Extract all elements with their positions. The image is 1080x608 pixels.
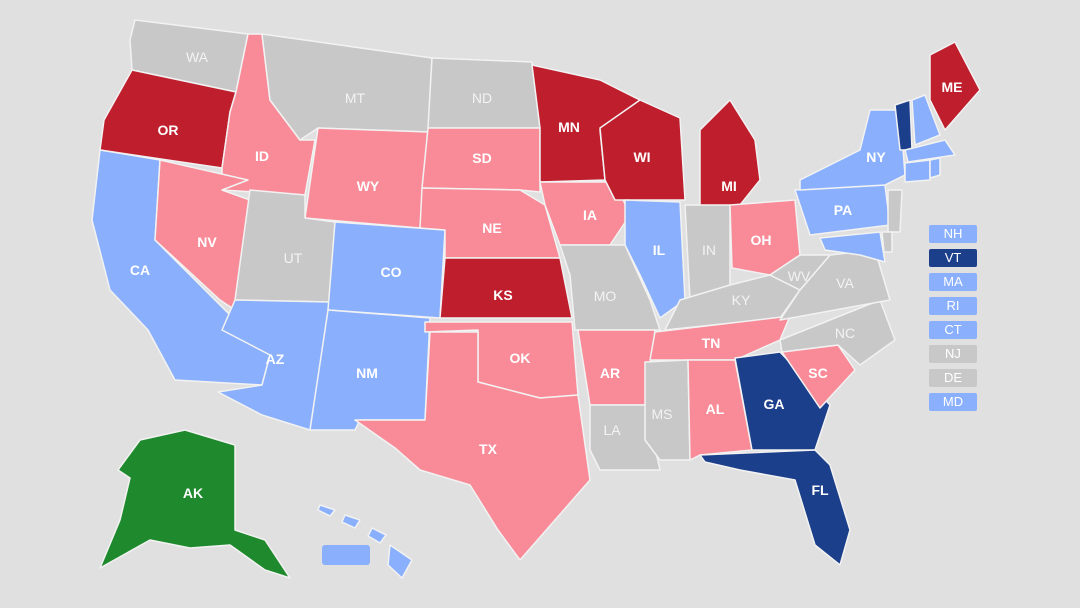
state-label-PA: PA	[834, 202, 852, 218]
state-MT[interactable]	[261, 33, 433, 141]
state-label-OK: OK	[510, 350, 531, 366]
state-label-VA: VA	[836, 275, 854, 291]
state-WV[interactable]	[769, 254, 831, 291]
state-RI[interactable]	[929, 157, 941, 179]
state-MA[interactable]	[904, 139, 956, 163]
state-label-UT: UT	[284, 250, 303, 266]
state-label-LA: LA	[603, 422, 621, 438]
state-labels: WA OR CA ID NV MT WY UT AZ CO NM ND SD NE KS OK TX MN IA MO…	[130, 49, 963, 563]
legend-item-MD: MD	[929, 393, 977, 411]
state-label-ND: ND	[472, 90, 492, 106]
state-label-OH: OH	[751, 232, 772, 248]
state-LA[interactable]	[589, 404, 661, 471]
state-label-NY: NY	[866, 149, 886, 165]
state-label-MS: MS	[652, 406, 673, 422]
state-NY[interactable]	[799, 109, 906, 191]
state-label-MO: MO	[594, 288, 617, 304]
state-MS[interactable]	[644, 359, 691, 461]
legend-item-DE: DE	[929, 369, 977, 387]
legend-item-CT: CT	[929, 321, 977, 339]
state-AK[interactable]	[99, 429, 291, 579]
state-NH[interactable]	[911, 94, 941, 146]
state-DE[interactable]	[881, 231, 893, 253]
state-WI[interactable]	[599, 99, 686, 201]
state-label-CA: CA	[130, 262, 150, 278]
state-label-AL: AL	[706, 401, 725, 417]
state-label-ID: ID	[255, 148, 269, 164]
state-SD[interactable]	[421, 127, 541, 193]
state-label-ME: ME	[942, 79, 963, 95]
state-label-WY: WY	[357, 178, 380, 194]
state-label-WI: WI	[633, 149, 650, 165]
state-CT[interactable]	[904, 159, 931, 183]
state-label-IA: IA	[583, 207, 597, 223]
state-MD[interactable]	[819, 231, 886, 263]
state-label-MT: MT	[345, 90, 366, 106]
state-TN[interactable]	[649, 315, 791, 361]
state-label-KS: KS	[493, 287, 512, 303]
state-label-NC: NC	[835, 325, 855, 341]
legend-item-NJ: NJ	[929, 345, 977, 363]
legend-item-NH: NH	[929, 225, 977, 243]
state-label-AR: AR	[600, 365, 620, 381]
state-label-WA: WA	[186, 49, 209, 65]
state-KS[interactable]	[439, 257, 573, 319]
state-label-NE: NE	[482, 220, 501, 236]
state-ME[interactable]	[929, 41, 981, 131]
state-AL[interactable]	[687, 359, 753, 461]
hi-label-box	[322, 545, 370, 565]
state-label-FL: FL	[811, 482, 829, 498]
state-label-IN: IN	[702, 242, 716, 258]
state-label-WV: WV	[788, 268, 811, 284]
state-label-AK: AK	[183, 485, 203, 501]
state-label-NM: NM	[356, 365, 378, 381]
state-label-IL: IL	[653, 242, 666, 258]
state-label-TN: TN	[702, 335, 721, 351]
state-label-KY: KY	[732, 292, 751, 308]
state-label-OR: OR	[158, 122, 179, 138]
legend-item-VT: VT	[929, 249, 977, 267]
state-label-NV: NV	[197, 234, 217, 250]
state-NJ[interactable]	[887, 189, 903, 233]
legend-item-RI: RI	[929, 297, 977, 315]
state-label-SC: SC	[808, 365, 827, 381]
state-HI[interactable]	[317, 504, 413, 579]
state-IL[interactable]	[624, 199, 686, 319]
state-FL[interactable]	[699, 449, 851, 566]
state-label-TX: TX	[479, 441, 498, 457]
state-label-MI: MI	[721, 178, 737, 194]
legend-item-MA: MA	[929, 273, 977, 291]
state-label-CO: CO	[381, 264, 402, 280]
state-label-MN: MN	[558, 119, 580, 135]
state-TX[interactable]	[354, 331, 591, 561]
state-label-AZ: AZ	[266, 351, 285, 367]
state-label-SD: SD	[472, 150, 491, 166]
state-label-GA: GA	[764, 396, 785, 412]
state-GA[interactable]	[734, 351, 831, 451]
